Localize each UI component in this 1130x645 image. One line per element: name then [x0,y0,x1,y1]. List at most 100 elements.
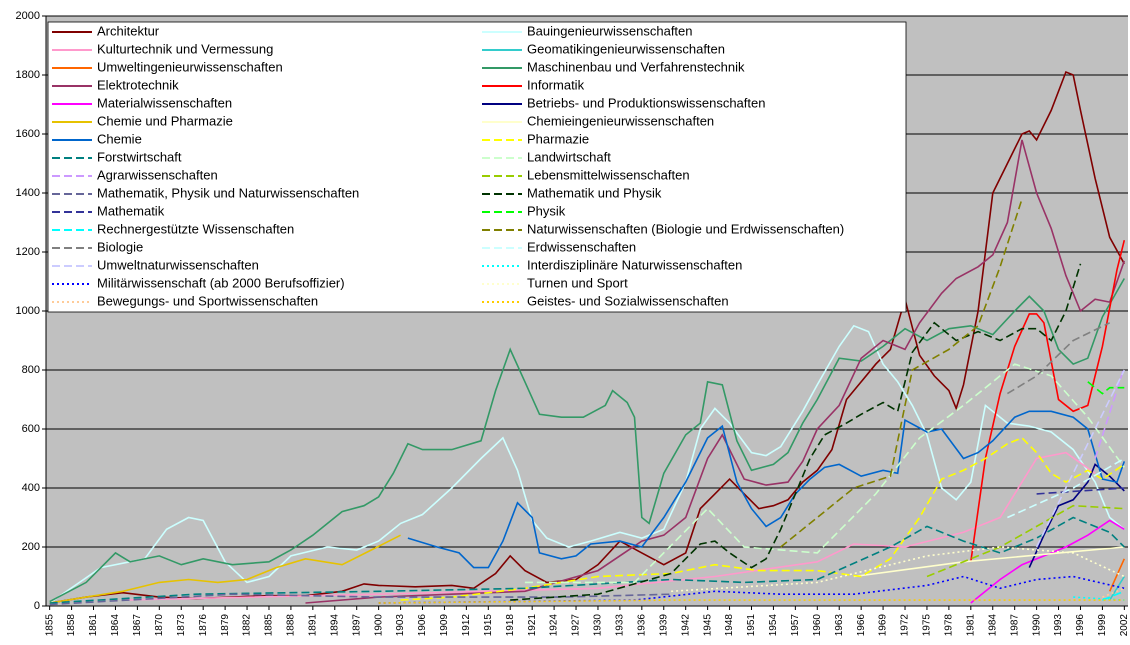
x-tick-label: 1876 [198,614,209,637]
series-line [407,410,1126,569]
series-line [49,278,1125,603]
y-tick-label: 0 [34,600,40,612]
legend-label: Mathematik und Physik [527,185,662,200]
legend-label: Elektrotechnik [97,77,179,92]
series-line [1109,576,1125,601]
x-tick-label: 1957 [790,614,801,637]
x-tick-label: 1981 [965,614,976,637]
x-tick-label: 1936 [636,614,647,637]
legend-label: Chemieingenieurwissenschaften [527,113,714,128]
y-tick-label: 1600 [16,128,40,140]
legend-label: Lebensmittelwissenschaften [527,167,690,182]
x-tick-label: 1975 [922,614,933,637]
x-tick-label: 1861 [88,614,99,637]
legend-label: Kulturtechnik und Vermessung [97,41,273,56]
legend-label: Erdwissenschaften [527,239,636,254]
x-tick-label: 1912 [461,614,472,637]
legend-label: Betriebs- und Produktionswissenschaften [527,95,765,110]
legend-label: Architektur [97,23,160,38]
series-line [1006,322,1111,395]
y-tick-label: 400 [22,482,40,494]
x-tick-label: 1924 [549,614,560,637]
x-tick-label: 1951 [746,614,757,637]
series-line [671,546,1125,593]
x-tick-label: 1972 [900,614,911,637]
x-tick-label: 1894 [329,614,340,637]
x-tick-label: 1897 [351,614,362,637]
legend-label: Naturwissenschaften (Biologie und Erdwis… [527,221,844,236]
series-line [1073,596,1125,601]
legend-label: Pharmazie [527,131,589,146]
legend-label: Geistes- und Sozialwissenschaften [527,293,729,308]
x-tick-label: 1885 [264,614,275,637]
series-line [970,519,1125,604]
series-line [1102,587,1125,598]
x-tick-label: 1999 [1097,614,1108,637]
x-tick-label: 1864 [110,614,121,637]
legend-label: Agrarwissenschaften [97,167,218,182]
legend [47,21,907,313]
x-tick-label: 1900 [373,614,384,637]
x-tick-label: 1984 [987,614,998,637]
series-line [1094,366,1126,459]
legend-label: Turnen und Sport [527,275,628,290]
x-tick-label: 1954 [768,614,779,637]
series-line [122,451,1096,601]
x-tick-label: 1921 [527,614,538,637]
x-tick-label: 1996 [1075,614,1086,637]
legend-label: Materialwissenschaften [97,95,232,110]
x-tick-label: 1939 [658,614,669,637]
x-tick-label: 1867 [132,614,143,637]
series-line [49,534,401,604]
x-tick-label: 1930 [593,614,604,637]
x-tick-label: 1987 [1009,614,1020,637]
legend-label: Mathematik [97,203,165,218]
series-line [378,599,1125,604]
legend-label: Chemie [97,131,142,146]
y-tick-label: 1000 [16,305,40,317]
x-tick-label: 1990 [1031,614,1042,637]
legend-label: Militärwissenschaft (ab 2000 Berufsoffiz… [97,275,345,290]
x-tick-label: 1882 [242,614,253,637]
legend-label: Informatik [527,77,585,92]
legend-label: Forstwirtschaft [97,149,182,164]
x-tick-label: 1891 [307,614,318,637]
series-line [400,436,1125,601]
legend-label: Chemie und Pharmazie [97,113,233,128]
x-tick-label: 1855 [44,614,55,637]
legend-label: Interdisziplinäre Naturwissenschaften [527,257,742,272]
series-line [49,70,1126,604]
y-tick-label: 1400 [16,187,40,199]
legend-label: Umweltingenieurwissenschaften [97,59,283,74]
x-tick-label: 1933 [615,614,626,637]
x-tick-label: 1858 [66,614,77,637]
series-line [524,363,1125,584]
x-tick-label: 1927 [571,614,582,637]
x-tick-label: 1879 [220,614,231,637]
series-line [305,139,1126,604]
x-tick-label: 2002 [1119,614,1130,637]
legend-label: Landwirtschaft [527,149,611,164]
x-tick-label: 1870 [154,614,165,637]
x-tick-label: 1993 [1053,614,1064,637]
x-tick-label: 1903 [395,614,406,637]
x-tick-label: 1969 [878,614,889,637]
x-tick-label: 1966 [856,614,867,637]
series-line [1007,457,1125,519]
series-line [1035,369,1126,548]
series-line [49,593,672,606]
y-tick-label: 600 [22,423,40,435]
legend-label: Mathematik, Physik und Naturwissenschaft… [97,185,359,200]
x-tick-label: 1918 [505,614,516,637]
legend-label: Bauingenieurwissenschaften [527,23,693,38]
x-tick-label: 1960 [812,614,823,637]
series-line [1036,487,1125,495]
legend-label: Physik [527,203,566,218]
series-line [970,240,1126,562]
x-tick-label: 1915 [483,614,494,637]
x-tick-label: 1873 [176,614,187,637]
legend-label: Maschinenbau und Verfahrenstechnik [527,59,745,74]
y-tick-label: 800 [22,364,40,376]
series-line [1108,558,1126,592]
